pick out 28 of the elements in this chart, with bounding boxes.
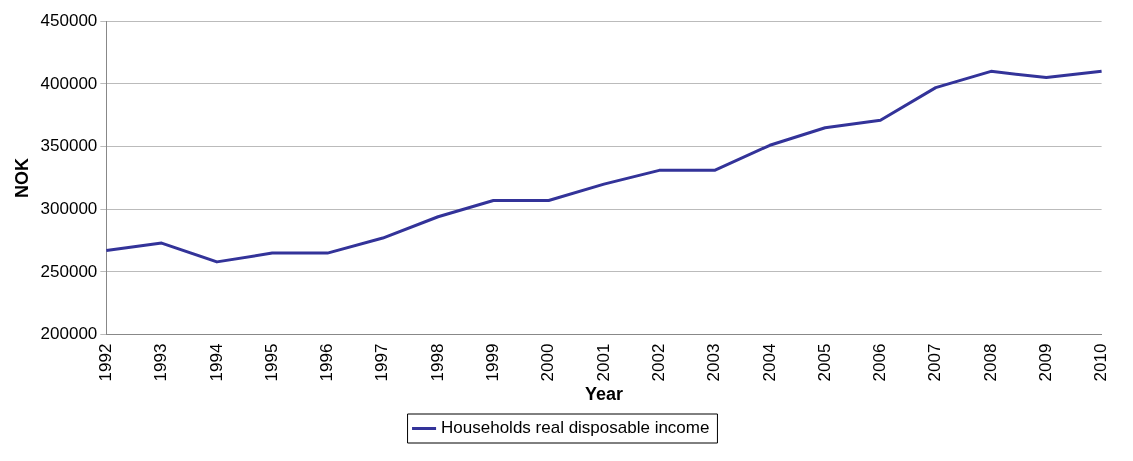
x-tick-label: 2010 bbox=[1091, 343, 1111, 382]
x-tick-label: 2009 bbox=[1035, 343, 1055, 382]
y-tick-label: 400000 bbox=[40, 73, 98, 93]
x-tick-label: 2004 bbox=[759, 343, 779, 382]
y-tick-label: 350000 bbox=[40, 136, 98, 156]
x-tick-label: 2006 bbox=[870, 343, 890, 382]
x-tick-label: 2001 bbox=[593, 343, 613, 382]
x-tick-label: 2007 bbox=[925, 343, 945, 382]
x-tick-label: 1993 bbox=[151, 343, 171, 382]
x-tick-label: 1997 bbox=[372, 343, 392, 382]
x-tick-label: 1995 bbox=[261, 343, 281, 382]
y-tick-label: 300000 bbox=[40, 198, 98, 218]
x-tick-label: 2002 bbox=[648, 343, 668, 382]
y-axis-title: NOK bbox=[11, 157, 32, 198]
x-tick-label: 1992 bbox=[96, 343, 116, 382]
y-tick-label: 200000 bbox=[40, 324, 98, 344]
y-tick-label: 250000 bbox=[40, 261, 98, 281]
x-axis-title: Year bbox=[584, 384, 623, 405]
x-tick-label: 2000 bbox=[538, 343, 558, 382]
x-tick-label: 1998 bbox=[427, 343, 447, 382]
x-tick-label: 1996 bbox=[317, 343, 337, 382]
x-tick-label: 1999 bbox=[483, 343, 503, 382]
y-tick-label: 450000 bbox=[40, 10, 98, 30]
legend-label: Households real disposable income bbox=[441, 418, 710, 438]
x-tick-label: 2008 bbox=[980, 343, 1000, 382]
x-tick-label: 1994 bbox=[206, 343, 226, 382]
x-tick-label: 2005 bbox=[814, 343, 834, 382]
x-tick-label: 2003 bbox=[704, 343, 724, 382]
